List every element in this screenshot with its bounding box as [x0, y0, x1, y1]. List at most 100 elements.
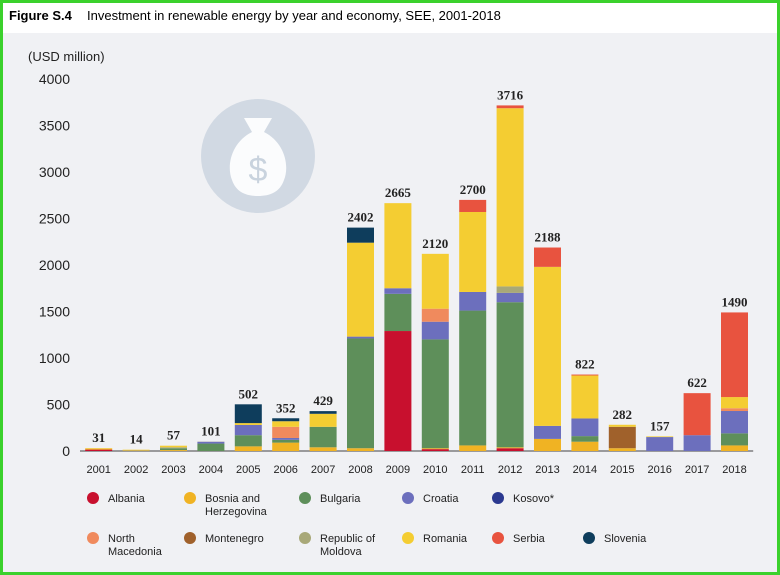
- legend-label-slovenia: Slovenia: [604, 533, 647, 545]
- bar-segment-bulgaria-2007: [309, 426, 337, 448]
- legend-label-serbia: Serbia: [513, 533, 546, 545]
- bar-segment-serbia-2017: [683, 393, 711, 436]
- legend-label-montenegro: Montenegro: [205, 533, 264, 545]
- legend-swatch-bulgaria: [299, 492, 311, 504]
- bar-segment-croatia-2006: [272, 437, 300, 440]
- x-tick-label-2017: 2017: [685, 464, 709, 476]
- x-tick-label-2009: 2009: [386, 464, 410, 476]
- y-tick-label: 4000: [39, 71, 70, 87]
- total-label-2010: 2120: [422, 236, 448, 251]
- svg-text:$: $: [249, 151, 268, 189]
- bar-segment-bosnia-and-herzegovina-2007: [309, 447, 337, 451]
- bar-segment-serbia-2012: [496, 105, 524, 109]
- y-tick-label: 500: [47, 397, 71, 413]
- bar-segment-croatia-2005: [234, 424, 262, 436]
- bar-segment-romania-2003: [160, 445, 187, 448]
- bar-segment-romania-2006: [272, 421, 300, 427]
- bar-segment-croatia-2016: [646, 437, 674, 451]
- x-tick-label-2001: 2001: [86, 464, 110, 476]
- total-label-2018: 1490: [722, 294, 748, 309]
- money-bag-icon: $: [201, 99, 315, 213]
- bar-segment-north-macedonia-2018: [721, 408, 748, 412]
- bar-segment-romania-2016: [646, 436, 674, 438]
- bar-segment-bulgaria-2012: [496, 302, 524, 448]
- bar-segment-bulgaria-2010: [421, 339, 449, 449]
- bar-segment-bosnia-and-herzegovina-2015: [608, 448, 636, 451]
- total-label-2013: 2188: [535, 230, 562, 245]
- y-tick-label: 0: [62, 443, 70, 459]
- bar-segment-bosnia-and-herzegovina-2005: [234, 446, 262, 451]
- y-tick-label: 1000: [39, 350, 70, 366]
- legend-swatch-slovenia: [583, 532, 595, 544]
- bar-segment-bulgaria-2018: [721, 433, 748, 446]
- legend-swatch-croatia: [402, 492, 414, 504]
- legend-swatch-kosovo-: [492, 492, 504, 504]
- legend-swatch-north-macedonia: [87, 532, 99, 544]
- bar-segment-bosnia-and-herzegovina-2011: [459, 445, 487, 451]
- bar-segment-romania-2014: [571, 375, 599, 419]
- bar-segment-slovenia-2005: [234, 404, 262, 424]
- x-tick-label-2015: 2015: [610, 464, 634, 476]
- total-label-2002: 14: [130, 432, 144, 447]
- bar-segment-bosnia-and-herzegovina-2012: [496, 447, 524, 449]
- x-tick-label-2003: 2003: [161, 464, 185, 476]
- bar-segment-bosnia-and-herzegovina-2003: [160, 450, 187, 451]
- total-label-2016: 157: [650, 418, 670, 433]
- bar-segment-bosnia-and-herzegovina-2018: [721, 445, 748, 451]
- bar-segment-romania-2012: [496, 108, 524, 287]
- legend-label-croatia: Croatia: [423, 493, 459, 505]
- bar-segment-bosnia-and-herzegovina-2010: [421, 448, 449, 450]
- bar-segment-romania-2013: [534, 266, 561, 426]
- bar-segment-bosnia-and-herzegovina-2006: [272, 442, 300, 451]
- bar-segment-bosnia-and-herzegovina-2008: [347, 448, 374, 451]
- bar-segment-slovenia-2008: [347, 227, 374, 243]
- bar-segment-romania-2009: [384, 203, 412, 289]
- x-tick-label-2010: 2010: [423, 464, 447, 476]
- x-tick-label-2005: 2005: [236, 464, 260, 476]
- bar-segment-bulgaria-2003: [160, 448, 187, 451]
- legend-label-bosnia-and-herzegovina: Bosnia and Herzegovina: [205, 493, 268, 518]
- bar-segment-croatia-2008: [347, 336, 374, 339]
- x-tick-label-2013: 2013: [535, 464, 559, 476]
- x-tick-label-2002: 2002: [124, 464, 148, 476]
- y-tick-label: 2000: [39, 257, 70, 273]
- bar-segment-croatia-2011: [459, 291, 487, 311]
- bar-segment-croatia-2018: [721, 411, 748, 434]
- total-label-2017: 622: [687, 375, 707, 390]
- bar-segment-bulgaria-2009: [384, 293, 412, 332]
- total-label-2005: 502: [239, 386, 259, 401]
- total-label-2012: 3716: [497, 87, 524, 102]
- bar-segment-croatia-2017: [683, 435, 711, 451]
- y-tick-label: 3000: [39, 164, 70, 180]
- bar-segment-albania-2001: [85, 449, 113, 451]
- x-tick-label-2012: 2012: [498, 464, 522, 476]
- legend-label-republic-of-moldova: Republic of Moldova: [320, 533, 376, 558]
- bar-segment-bosnia-and-herzegovina-2001: [85, 448, 113, 450]
- bar-segment-bulgaria-2011: [459, 310, 487, 446]
- total-label-2008: 2402: [348, 210, 374, 225]
- bar-segment-slovenia-2006: [272, 418, 300, 422]
- legend-label-kosovo-: Kosovo*: [513, 493, 555, 505]
- legend-swatch-serbia: [492, 532, 504, 544]
- total-label-2001: 31: [92, 430, 105, 445]
- legend-label-north-macedonia: North Macedonia: [108, 533, 163, 558]
- bar-segment-romania-2001: [85, 448, 113, 449]
- legend-swatch-bosnia-and-herzegovina: [184, 492, 196, 504]
- legend-label-romania: Romania: [423, 533, 468, 545]
- legend-swatch-romania: [402, 532, 414, 544]
- total-label-2004: 101: [201, 424, 221, 439]
- bar-segment-bulgaria-2005: [234, 435, 262, 447]
- bar-segment-montenegro-2015: [608, 426, 636, 449]
- x-tick-label-2018: 2018: [722, 464, 746, 476]
- total-label-2006: 352: [276, 400, 296, 415]
- bar-segment-serbia-2011: [459, 199, 487, 212]
- x-tick-label-2011: 2011: [461, 464, 485, 476]
- bar-segment-romania-2011: [459, 211, 487, 292]
- bar-segment-albania-2012: [496, 448, 524, 451]
- bar-segment-serbia-2013: [534, 247, 561, 267]
- bar-segment-slovenia-2007: [309, 411, 337, 414]
- x-tick-label-2006: 2006: [273, 464, 297, 476]
- bar-segment-north-macedonia-2010: [421, 308, 449, 322]
- bar-segment-romania-2015: [608, 424, 636, 427]
